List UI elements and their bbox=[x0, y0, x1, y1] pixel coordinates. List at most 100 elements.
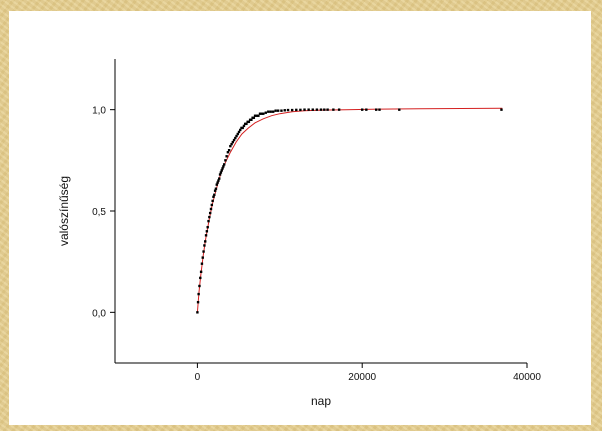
data-point bbox=[202, 250, 205, 253]
data-point bbox=[255, 114, 258, 117]
data-point bbox=[209, 207, 213, 211]
data-point bbox=[311, 108, 314, 111]
data-point bbox=[207, 219, 210, 223]
data-point bbox=[243, 122, 247, 126]
data-point bbox=[221, 167, 224, 170]
x-axis-title: nap bbox=[311, 394, 331, 408]
data-point bbox=[215, 183, 218, 186]
data-point bbox=[242, 124, 246, 128]
data-point bbox=[203, 244, 206, 247]
data-point bbox=[232, 138, 236, 142]
data-point bbox=[208, 215, 211, 219]
data-point bbox=[212, 195, 215, 199]
x-tick-label: 0 bbox=[195, 372, 201, 383]
plot-area: 0 20000 40000 0,0 0,5 1,0 nap valószínűség bbox=[9, 11, 591, 425]
data-point bbox=[315, 108, 319, 111]
data-point bbox=[280, 109, 283, 112]
x-tick-label: 40000 bbox=[513, 372, 541, 383]
data-point bbox=[229, 144, 232, 148]
data-point bbox=[208, 211, 212, 215]
series-layer bbox=[196, 107, 503, 314]
data-point bbox=[235, 134, 238, 138]
data-point bbox=[264, 111, 267, 114]
data-point bbox=[260, 112, 263, 115]
y-tick-label: 0,0 bbox=[92, 308, 106, 319]
data-point bbox=[283, 109, 286, 112]
data-point bbox=[237, 130, 241, 134]
data-point bbox=[247, 120, 251, 124]
data-point bbox=[205, 230, 209, 233]
data-point bbox=[227, 149, 231, 152]
data-point bbox=[239, 128, 242, 132]
data-point bbox=[295, 108, 298, 112]
data-point bbox=[252, 116, 256, 119]
data-point bbox=[231, 140, 235, 144]
y-ticks: 0,0 0,5 1,0 bbox=[92, 106, 115, 319]
data-point bbox=[332, 108, 335, 111]
data-point bbox=[206, 226, 209, 229]
data-point bbox=[196, 311, 199, 314]
data-point bbox=[299, 108, 302, 112]
data-point bbox=[211, 199, 214, 203]
y-tick-label: 0,5 bbox=[92, 207, 106, 218]
data-point bbox=[250, 118, 253, 121]
data-point bbox=[269, 110, 272, 113]
data-point bbox=[361, 108, 364, 111]
data-point bbox=[241, 126, 244, 130]
x-ticks: 0 20000 40000 bbox=[195, 363, 541, 383]
data-point bbox=[500, 108, 503, 111]
data-point bbox=[267, 110, 270, 113]
data-point bbox=[253, 114, 257, 117]
data-point bbox=[198, 284, 201, 288]
data-point bbox=[213, 193, 216, 196]
data-point bbox=[199, 276, 202, 280]
data-point bbox=[217, 179, 220, 182]
data-point bbox=[199, 270, 203, 273]
data-point bbox=[307, 108, 310, 111]
data-point bbox=[204, 234, 208, 237]
y-tick-label: 1,0 bbox=[92, 106, 106, 117]
data-point bbox=[303, 108, 306, 111]
data-point bbox=[323, 108, 326, 111]
fit-curve bbox=[196, 107, 503, 313]
data-point bbox=[274, 109, 277, 112]
data-point bbox=[276, 109, 280, 112]
data-point bbox=[196, 301, 200, 304]
data-point bbox=[257, 114, 260, 117]
data-point bbox=[230, 142, 233, 146]
data-point bbox=[224, 159, 227, 162]
data-point bbox=[319, 108, 323, 111]
data-point bbox=[197, 292, 200, 296]
data-point bbox=[290, 108, 294, 112]
data-point bbox=[201, 256, 204, 259]
data-point bbox=[262, 112, 265, 115]
data-point bbox=[375, 108, 378, 111]
data-point bbox=[272, 110, 275, 113]
data-point bbox=[226, 151, 230, 154]
data-point bbox=[337, 108, 341, 111]
data-point bbox=[240, 126, 243, 130]
data-point bbox=[222, 163, 226, 166]
data-point bbox=[218, 173, 222, 176]
data-point bbox=[216, 181, 219, 184]
data-point bbox=[248, 118, 252, 121]
y-axis-title: valószínűség bbox=[57, 176, 71, 246]
data-point bbox=[246, 120, 249, 124]
data-point bbox=[245, 122, 248, 126]
data-point bbox=[220, 169, 223, 172]
chart: 0 20000 40000 0,0 0,5 1,0 nap valószínűség bbox=[57, 59, 541, 408]
data-point bbox=[219, 171, 223, 174]
axes: 0 20000 40000 0,0 0,5 1,0 bbox=[92, 59, 541, 383]
data-point bbox=[222, 165, 225, 168]
data-point bbox=[210, 203, 214, 207]
data-point bbox=[214, 187, 218, 190]
data-point bbox=[286, 108, 290, 112]
data-point bbox=[213, 189, 217, 192]
x-tick-label: 20000 bbox=[348, 372, 376, 383]
data-point bbox=[218, 177, 221, 180]
data-point bbox=[398, 108, 401, 111]
data-point bbox=[378, 108, 381, 111]
data-point bbox=[204, 240, 207, 243]
data-point bbox=[236, 132, 239, 136]
data-point bbox=[225, 155, 228, 158]
